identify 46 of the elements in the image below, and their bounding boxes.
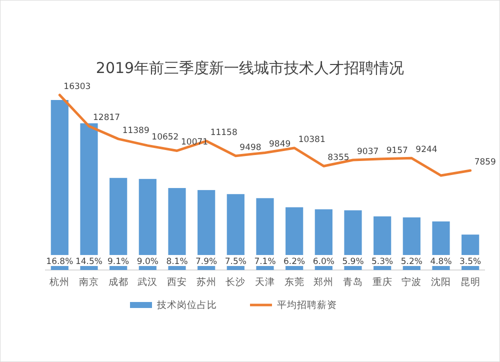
x-tick-label: 长沙	[226, 276, 246, 288]
data-label: 9157	[386, 146, 408, 156]
data-label: 11158	[210, 128, 238, 138]
data-label: 7859	[474, 158, 496, 168]
data-label: 6.2%	[284, 257, 306, 267]
x-tick-label: 成都	[108, 276, 128, 288]
x-tick-label: 天津	[255, 276, 275, 288]
data-label: 8355	[328, 153, 350, 164]
data-label: 10652	[152, 132, 179, 143]
data-label: 9.0%	[136, 257, 158, 267]
x-tick-label: 郑州	[314, 276, 334, 288]
data-label: 7.1%	[254, 257, 276, 267]
x-tick-label: 东莞	[284, 276, 304, 288]
x-tick-label: 青岛	[343, 276, 363, 288]
data-label: 9244	[416, 145, 438, 156]
chart-title: 2019年前三季度新一线城市技术人才招聘情况	[96, 59, 404, 77]
data-label: 12817	[93, 113, 120, 124]
data-label: 8.1%	[166, 257, 188, 267]
data-label: 9.1%	[108, 257, 130, 267]
legend-label: 平均招聘薪资	[277, 299, 337, 311]
x-tick-label: 西安	[167, 276, 187, 288]
data-label: 10381	[298, 134, 326, 145]
data-label: 7.9%	[196, 257, 218, 267]
data-label: 16303	[64, 82, 91, 92]
data-label: 9849	[269, 140, 291, 150]
x-tick-label: 苏州	[196, 276, 216, 288]
data-label: 14.5%	[75, 257, 103, 267]
x-tick-label: 宁波	[402, 276, 422, 288]
data-label: 5.2%	[400, 257, 422, 267]
data-label: 16.8%	[46, 257, 74, 267]
data-label: 6.0%	[312, 257, 334, 267]
data-label: 4.8%	[430, 257, 452, 267]
data-label: 9037	[357, 146, 379, 157]
x-tick-label: 沈阳	[431, 276, 451, 288]
data-label: 11389	[122, 126, 150, 136]
data-label: 3.5%	[460, 257, 482, 267]
x-tick-label: 重庆	[372, 276, 392, 288]
x-tick-label: 武汉	[138, 276, 158, 288]
data-label: 5.3%	[372, 257, 394, 267]
legend-label: 技术岗位占比	[156, 299, 217, 311]
x-tick-label: 杭州	[48, 276, 70, 288]
x-tick-label: 昆明	[460, 277, 480, 288]
x-tick-label: 南京	[79, 276, 99, 288]
data-label: 9498	[240, 142, 262, 153]
data-label: 7.5%	[224, 257, 246, 267]
data-label: 5.9%	[342, 257, 364, 267]
